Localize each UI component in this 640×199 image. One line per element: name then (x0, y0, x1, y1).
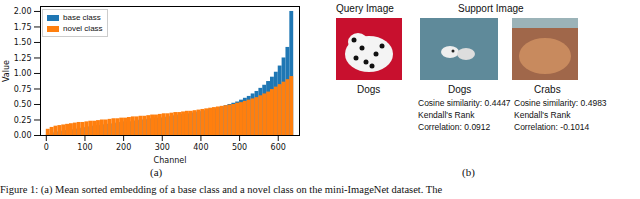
html-text:Figure 1: (a) Mean sorted embe: Figure 1: (a) Mean sorted embedding of a… (0, 184, 443, 195)
html-text:Query Image: Query Image (336, 3, 394, 14)
html-text:Dogs: Dogs (357, 84, 381, 95)
svg-text:500: 500 (232, 143, 247, 152)
svg-text:1.75: 1.75 (14, 23, 32, 32)
svg-text:0: 0 (44, 143, 49, 152)
html-text:Kendall's Rank: Kendall's Rank (418, 110, 475, 120)
html-text:Cosine similarity: 0.4447: Cosine similarity: 0.4447 (418, 98, 511, 108)
html-text:(a): (a) (150, 166, 163, 178)
svg-text:400: 400 (193, 143, 208, 152)
svg-text:300: 300 (155, 143, 170, 152)
html-text:base class: base class (63, 13, 101, 22)
svg-text:0.00: 0.00 (14, 131, 32, 140)
svg-text:1.50: 1.50 (14, 38, 32, 47)
svg-text:1.00: 1.00 (14, 69, 32, 78)
svg-text:Channel: Channel (154, 156, 187, 165)
html-text:Crabs: Crabs (534, 84, 561, 95)
html-text:Correlation: -0.1014: Correlation: -0.1014 (514, 122, 590, 132)
html-text:Dogs: Dogs (448, 84, 472, 95)
html-text:Cosine similarity: 0.4983: Cosine similarity: 0.4983 (514, 98, 607, 108)
svg-text:200: 200 (116, 143, 131, 152)
svg-text:0.75: 0.75 (14, 85, 32, 94)
svg-text:Value: Value (2, 60, 11, 82)
svg-text:2.00: 2.00 (14, 7, 32, 16)
html-text:Kendall's Rank: Kendall's Rank (514, 110, 571, 120)
html-text:novel class: novel class (63, 24, 103, 33)
svg-text:600: 600 (271, 143, 286, 152)
svg-text:0.50: 0.50 (14, 100, 32, 109)
html-text:Support Image: Support Image (458, 3, 524, 14)
html-text:Correlation: 0.0912: Correlation: 0.0912 (418, 122, 491, 132)
html-text:(b): (b) (462, 166, 475, 178)
svg-text:1.25: 1.25 (14, 54, 32, 63)
svg-text:0.25: 0.25 (14, 116, 32, 125)
svg-text:100: 100 (77, 143, 92, 152)
